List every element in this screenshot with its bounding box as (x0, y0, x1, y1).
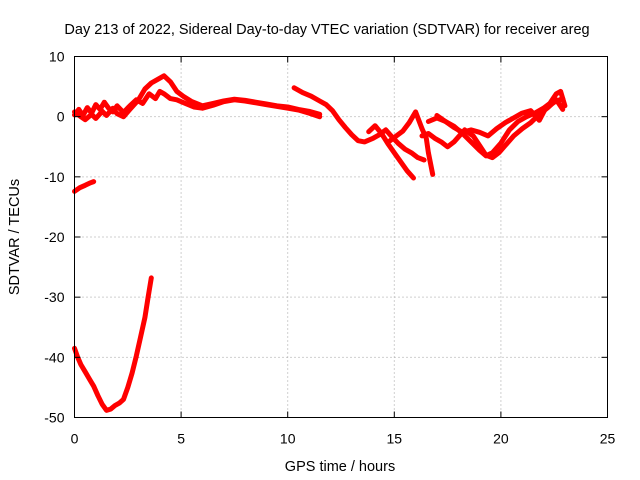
y-tick-label: 0 (57, 109, 65, 125)
y-axis-label: SDTVAR / TECUs (7, 179, 23, 295)
ticks: 0 5 10 15 20 25 10 0 -10 -20 -30 -40 -50 (44, 49, 615, 447)
series-arc-10 (72, 275, 154, 413)
series-arc-5 (387, 109, 436, 177)
y-tick-label: -50 (44, 410, 64, 426)
y-tick-label: -20 (44, 229, 64, 245)
x-tick-label: 25 (600, 431, 616, 447)
series-arc-9 (72, 179, 97, 194)
y-tick-label: -40 (44, 349, 64, 365)
x-axis-label: GPS time / hours (285, 459, 395, 475)
series-layer (72, 73, 568, 413)
x-tick-label: 15 (387, 431, 403, 447)
x-tick-label: 20 (493, 431, 509, 447)
series-arc-4 (366, 123, 416, 181)
series-arc-8 (434, 96, 566, 139)
y-tick-label: -30 (44, 289, 64, 305)
x-tick-label: 5 (177, 431, 185, 447)
series-arc-2 (72, 73, 323, 123)
x-tick-label: 10 (280, 431, 296, 447)
y-tick-label: -10 (44, 169, 64, 185)
y-tick-label: 10 (49, 49, 65, 65)
chart-title: Day 213 of 2022, Sidereal Day-to-day VTE… (64, 22, 589, 38)
x-tick-label: 0 (71, 431, 79, 447)
series-arc-3 (291, 85, 427, 163)
